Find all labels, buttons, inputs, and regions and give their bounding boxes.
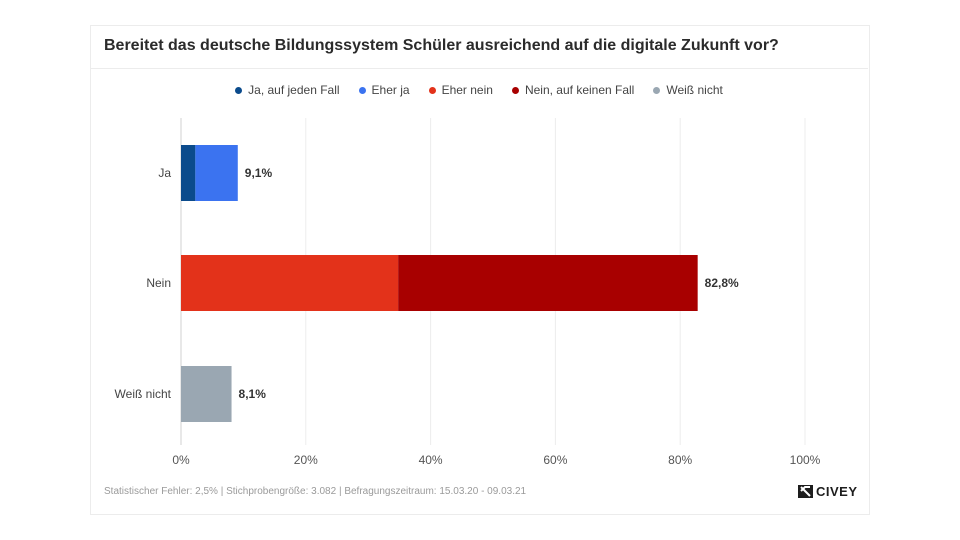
bar-total-label: 8,1% [239,387,267,401]
civey-logo-icon [798,485,813,498]
legend-label: Ja, auf jeden Fall [248,83,340,97]
legend-item-ja-auf-jeden-fall[interactable]: Ja, auf jeden Fall [235,81,340,99]
chart-title: Bereitet das deutsche Bildungssystem Sch… [104,37,779,54]
bar-segment [195,145,238,201]
x-tick-label: 80% [668,453,692,467]
legend-marker-icon [653,86,661,94]
legend-marker-icon [358,86,366,94]
legend-label: Nein, auf keinen Fall [524,83,635,97]
legend-marker-icon [428,86,436,94]
bar-segment [181,255,399,311]
brand-name: CIVEY [816,484,858,499]
x-tick-label: 40% [419,453,443,467]
x-tick-label: 100% [790,453,821,467]
legend-marker-icon [235,86,243,94]
legend-label: Eher ja [371,83,410,97]
bar-segment [181,366,232,422]
brand-logo: CIVEY [798,484,858,499]
bar-total-label: 9,1% [245,166,273,180]
legend-item-nein-auf-keinen-fall[interactable]: Nein, auf keinen Fall [511,81,635,99]
legend: Ja, auf jeden Fall Eher ja Eher nein Nei… [90,81,868,99]
legend-marker-icon [511,86,519,94]
y-category-label: Weiß nicht [115,387,172,401]
footer-note: Statistischer Fehler: 2,5% | Stichproben… [104,486,527,497]
legend-item-eher-ja[interactable]: Eher ja [358,81,410,99]
legend-label: Weiß nicht [666,83,723,97]
bar-total-label: 82,8% [705,276,739,290]
legend-label: Eher nein [441,83,493,97]
legend-item-eher-nein[interactable]: Eher nein [428,81,493,99]
y-category-label: Nein [146,276,171,290]
bar-segment [181,145,196,201]
x-tick-label: 60% [543,453,567,467]
x-tick-label: 20% [294,453,318,467]
title-divider [91,68,868,69]
bar-segment [398,255,698,311]
y-category-label: Ja [158,166,171,180]
legend-item-weiss-nicht[interactable]: Weiß nicht [653,81,723,99]
x-tick-label: 0% [172,453,190,467]
